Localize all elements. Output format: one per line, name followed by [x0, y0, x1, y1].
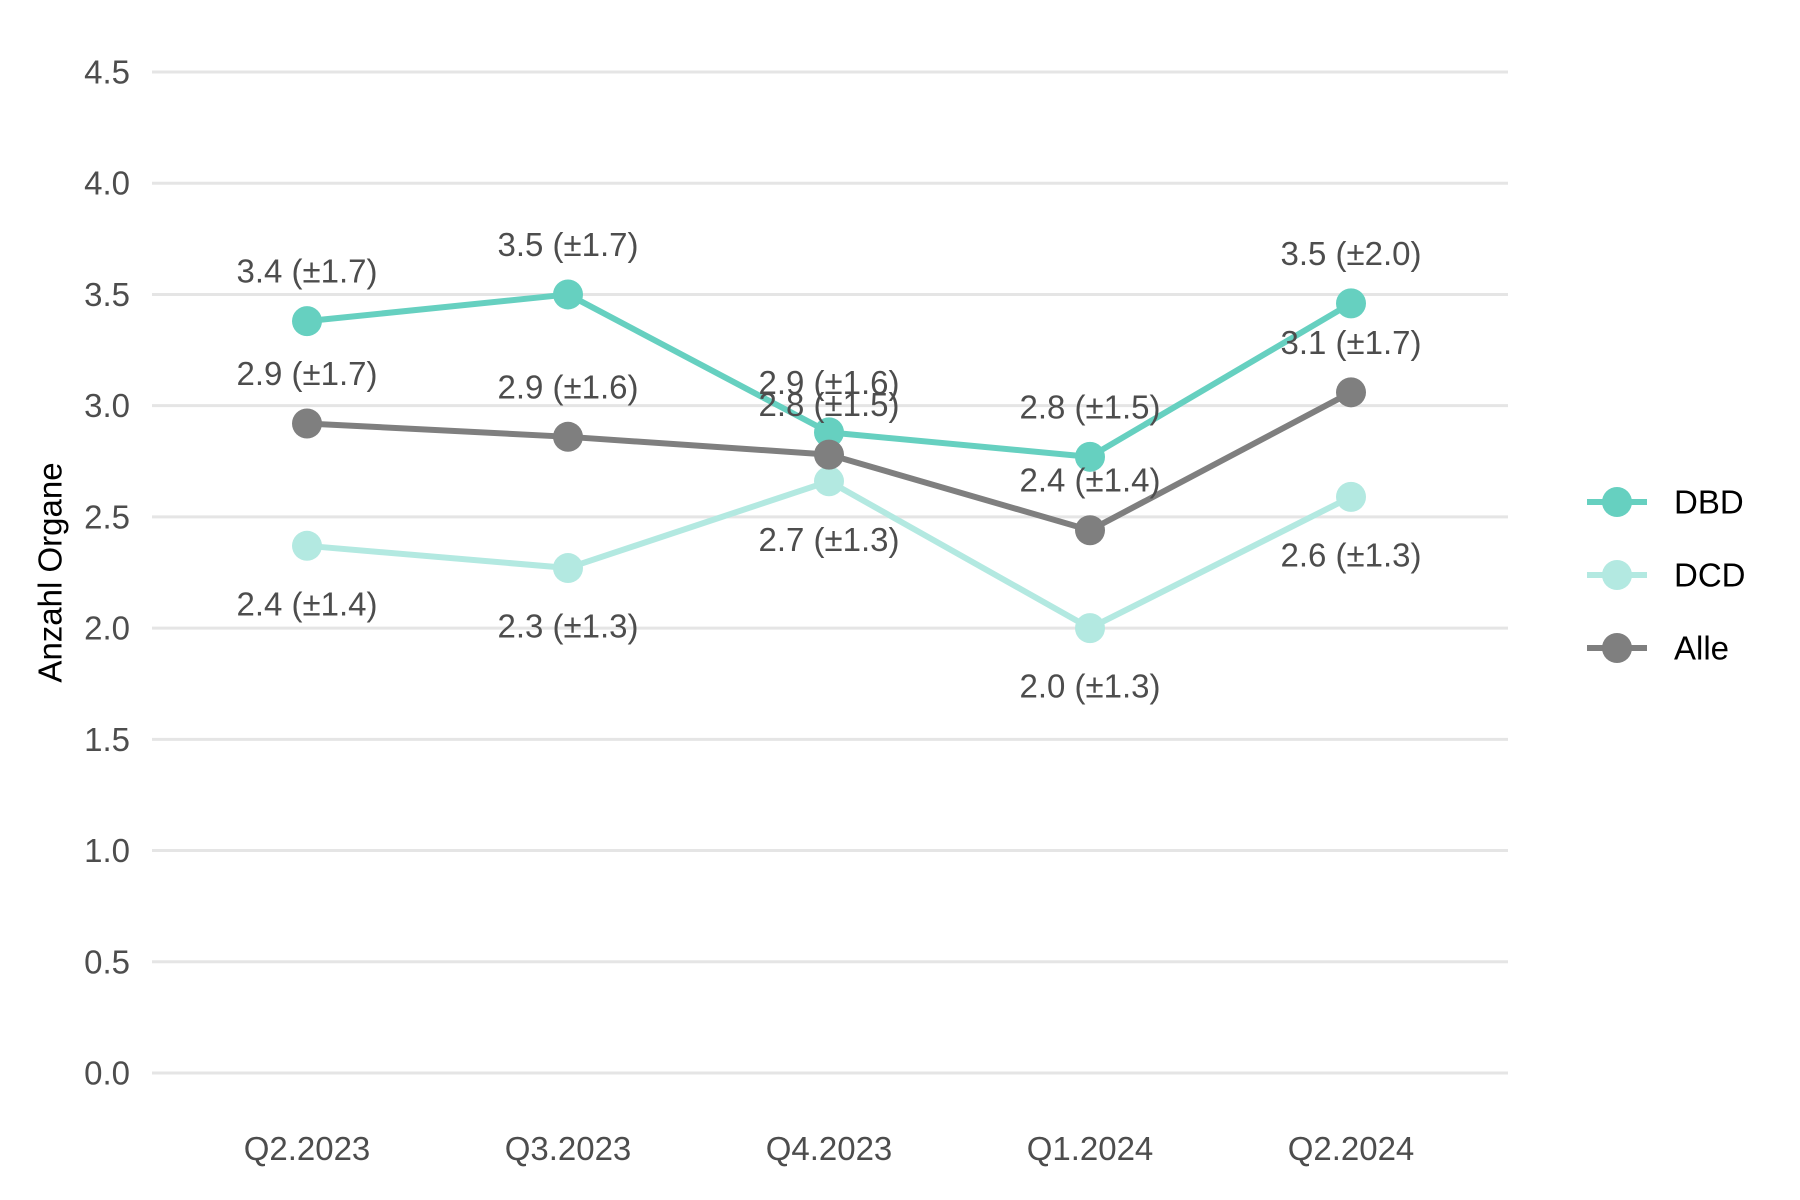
- legend-key-point-dbd: [1602, 487, 1632, 517]
- y-tick-label: 4.0: [84, 165, 130, 202]
- point-alle: [1075, 515, 1105, 546]
- point-alle: [1336, 377, 1366, 408]
- point-dcd: [553, 553, 583, 584]
- y-axis-title: Anzahl Organe: [32, 462, 69, 682]
- data-labels-layer: 3.4 (±1.7)3.5 (±1.7)2.9 (±1.6)2.8 (±1.5)…: [236, 226, 1421, 705]
- point-dbd: [1075, 441, 1105, 472]
- series-layer: [292, 279, 1366, 644]
- grid-lines: [152, 70, 1508, 1075]
- point-dbd: [1336, 288, 1366, 319]
- x-tick-label: Q4.2023: [766, 1130, 893, 1167]
- point-dcd: [1075, 613, 1105, 644]
- data-label-alle: 2.8 (±1.5): [758, 386, 899, 423]
- x-tick-label: Q2.2024: [1288, 1130, 1415, 1167]
- legend-label-dbd: DBD: [1674, 484, 1744, 521]
- y-tick-label: 2.5: [84, 498, 130, 535]
- x-tick-label: Q2.2023: [244, 1130, 371, 1167]
- y-tick-label: 1.0: [84, 832, 130, 869]
- legend: DBD DCD Alle: [1587, 484, 1746, 667]
- data-label-alle: 3.1 (±1.7): [1280, 324, 1421, 361]
- point-alle: [292, 408, 322, 439]
- y-tick-label: 3.5: [84, 276, 130, 313]
- point-dcd: [292, 530, 322, 561]
- y-tick-label: 4.5: [84, 54, 130, 91]
- data-label-dcd: 2.7 (±1.3): [758, 521, 899, 558]
- y-tick-label: 2.0: [84, 610, 130, 647]
- data-label-alle: 2.4 (±1.4): [1019, 462, 1160, 499]
- legend-label-alle: Alle: [1674, 630, 1729, 667]
- point-alle: [814, 439, 844, 470]
- data-label-dcd: 2.6 (±1.3): [1280, 536, 1421, 573]
- point-dcd: [1336, 481, 1366, 512]
- data-label-dcd: 2.3 (±1.3): [497, 608, 638, 645]
- legend-label-dcd: DCD: [1674, 557, 1746, 594]
- data-label-dbd: 2.8 (±1.5): [1019, 388, 1160, 425]
- y-tick-label: 0.5: [84, 943, 130, 980]
- point-alle: [553, 421, 583, 452]
- legend-key-point-alle: [1602, 633, 1632, 663]
- point-dbd: [553, 279, 583, 310]
- point-dbd: [292, 306, 322, 337]
- data-label-dbd: 2.9 (±1.6): [758, 364, 899, 401]
- y-tick-label: 0.0: [84, 1055, 130, 1092]
- data-label-dbd: 3.4 (±1.7): [236, 253, 377, 290]
- x-tick-label: Q1.2024: [1027, 1130, 1154, 1167]
- y-tick-labels: 0.0 0.5 1.0 1.5 2.0 2.5 3.0 3.5 4.0 4.5: [84, 54, 130, 1092]
- data-label-dcd: 2.4 (±1.4): [236, 585, 377, 622]
- data-label-dbd: 3.5 (±1.7): [497, 226, 638, 263]
- legend-key-point-dcd: [1602, 560, 1632, 590]
- x-tick-labels: Q2.2023 Q3.2023 Q4.2023 Q1.2024 Q2.2024: [244, 1130, 1415, 1167]
- data-label-alle: 2.9 (±1.7): [236, 355, 377, 392]
- point-dbd: [814, 417, 844, 448]
- point-dcd: [814, 466, 844, 497]
- data-label-alle: 2.9 (±1.6): [497, 368, 638, 405]
- x-tick-label: Q3.2023: [505, 1130, 632, 1167]
- y-tick-label: 1.5: [84, 721, 130, 758]
- data-label-dbd: 3.5 (±2.0): [1280, 235, 1421, 272]
- data-label-dcd: 2.0 (±1.3): [1019, 668, 1160, 705]
- y-tick-label: 3.0: [84, 387, 130, 424]
